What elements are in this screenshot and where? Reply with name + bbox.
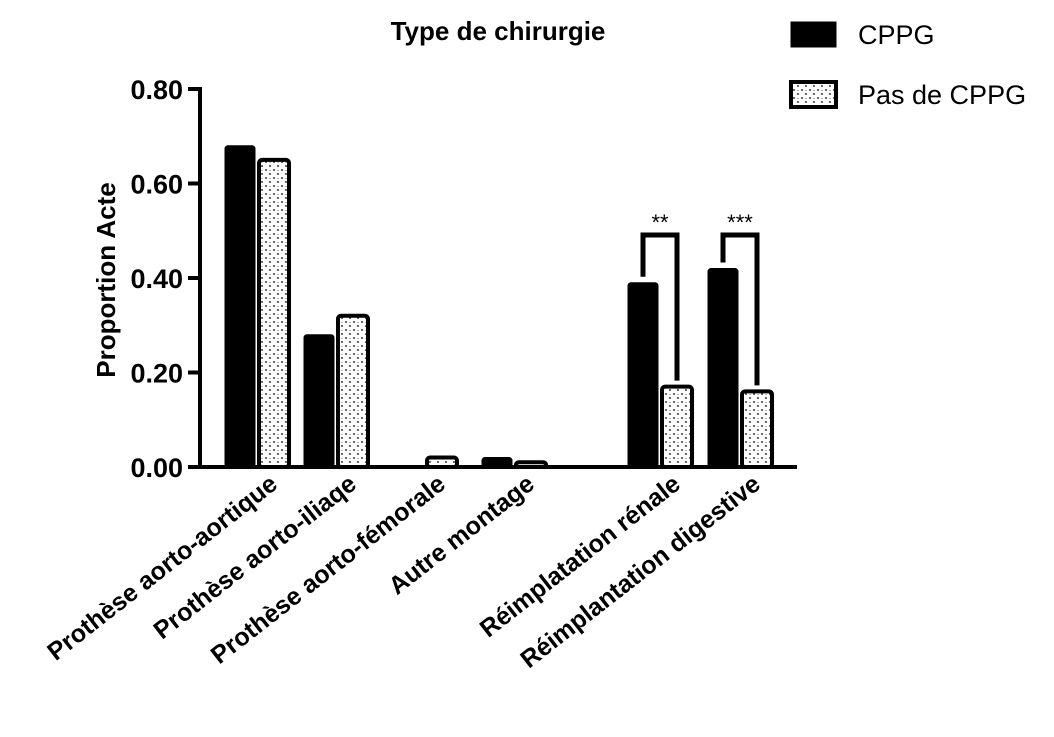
- legend: CPPG Pas de CPPG: [789, 20, 1026, 110]
- bar: [627, 282, 659, 468]
- bar: [707, 268, 739, 468]
- bar: [224, 145, 256, 468]
- legend-entry: CPPG: [858, 20, 935, 50]
- y-tick-label: 0.40: [130, 264, 183, 294]
- bar: [257, 157, 291, 469]
- significance-label: ***: [727, 210, 753, 235]
- y-tick-label: 0.20: [130, 359, 183, 389]
- bars: [224, 145, 774, 469]
- y-tick-label: 0.60: [130, 170, 183, 200]
- y-tick-label: 0.00: [130, 453, 183, 483]
- legend-swatch: [790, 21, 837, 48]
- significance-bracket: [640, 232, 680, 381]
- y-axis-label: Proportion Acte: [91, 182, 121, 377]
- y-axis: 0.00 0.20 0.40 0.60 0.80: [130, 75, 202, 483]
- bar: [303, 334, 335, 468]
- bar: [660, 384, 694, 469]
- significance-bracket: [720, 232, 760, 386]
- y-tick-label: 0.80: [130, 75, 183, 105]
- significance-brackets: ** ***: [640, 210, 760, 386]
- bar: [336, 313, 370, 469]
- legend-entry: Pas de CPPG: [858, 80, 1026, 110]
- chart-title: Type de chirurgie: [391, 16, 606, 46]
- bar: [740, 389, 774, 469]
- legend-swatch: [789, 80, 838, 109]
- significance-label: **: [651, 210, 669, 235]
